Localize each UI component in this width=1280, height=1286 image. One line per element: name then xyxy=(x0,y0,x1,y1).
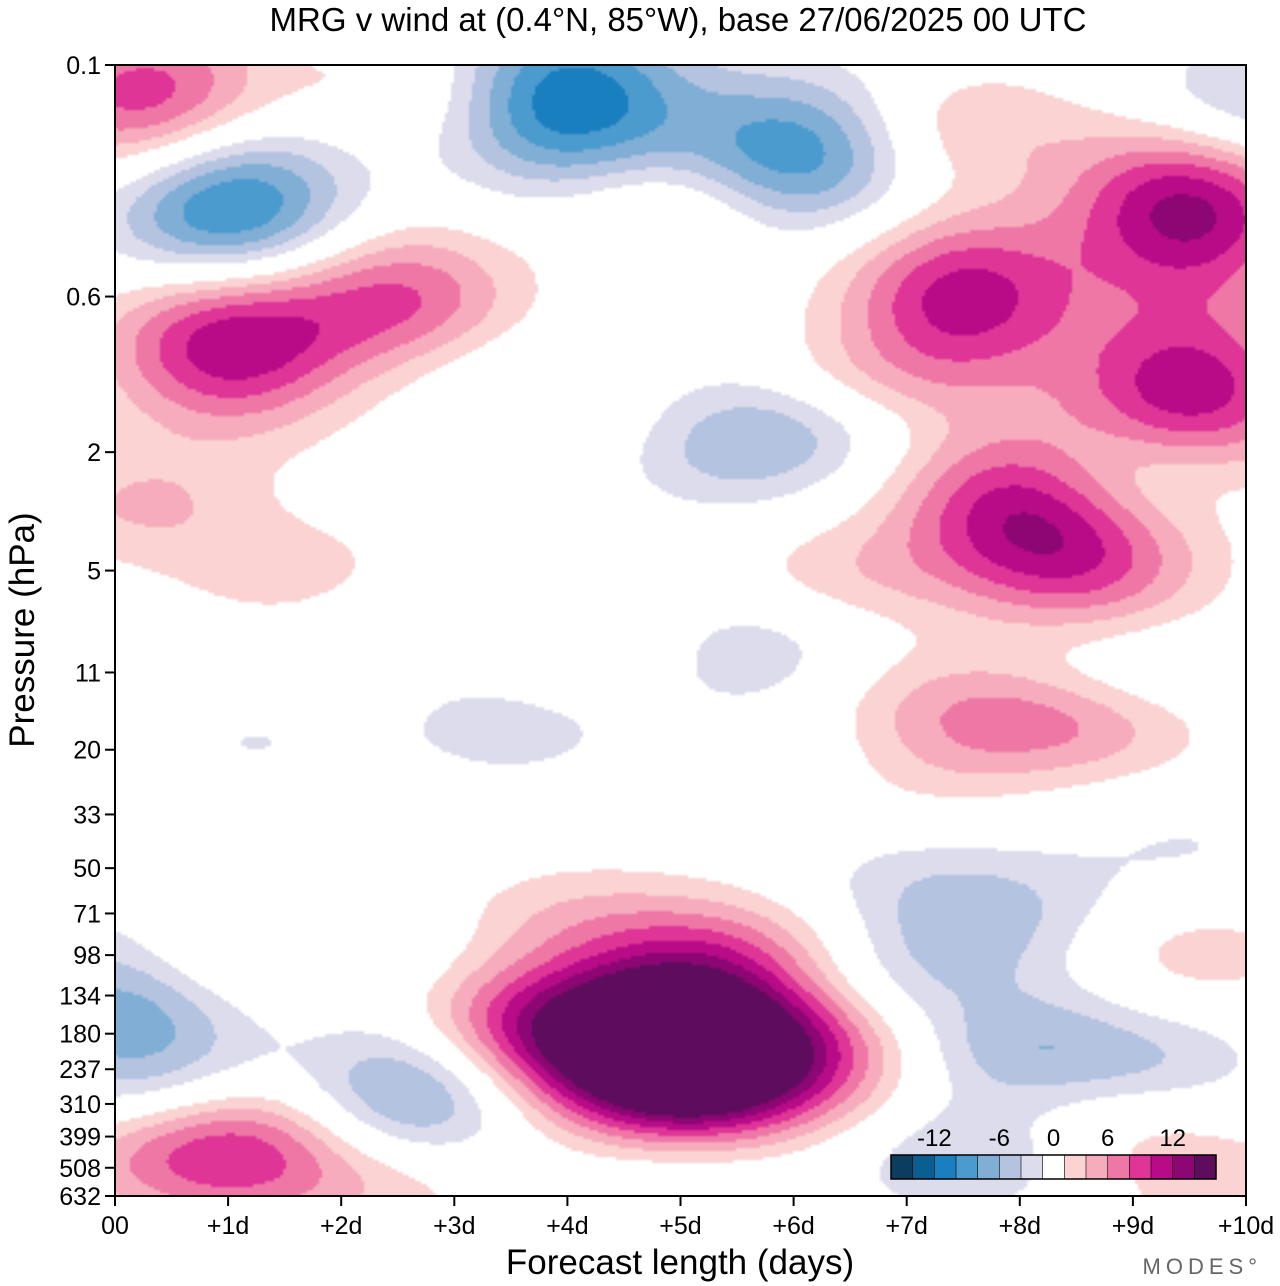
x-axis-label: Forecast length (days) xyxy=(506,1243,854,1282)
x-tick-label: +2d xyxy=(320,1212,362,1240)
colorbar-label: -12 xyxy=(917,1125,952,1152)
colorbar-swatch xyxy=(999,1155,1022,1179)
colorbar-label: -6 xyxy=(989,1125,1010,1152)
y-tick-label: 0.1 xyxy=(66,52,101,80)
y-tick-label: 134 xyxy=(59,983,101,1011)
colorbar-label: 12 xyxy=(1159,1125,1186,1152)
y-tick-label: 98 xyxy=(73,942,101,970)
y-tick-label: 11 xyxy=(75,659,101,687)
colorbar-swatch xyxy=(1194,1155,1217,1179)
y-tick-label: 20 xyxy=(73,737,101,765)
colorbar-label: 0 xyxy=(1047,1125,1060,1152)
y-tick-label: 2 xyxy=(87,439,101,467)
y-tick-label: 632 xyxy=(59,1183,101,1211)
y-tick-label: 508 xyxy=(59,1155,101,1183)
x-tick-label: +7d xyxy=(885,1212,927,1240)
colorbar-frame xyxy=(890,1154,1217,1180)
x-tick-label: +5d xyxy=(659,1212,701,1240)
colorbar-swatch xyxy=(977,1155,1000,1179)
x-tick-label: +4d xyxy=(546,1212,588,1240)
x-tick-label: +8d xyxy=(999,1212,1041,1240)
x-tick-label: +3d xyxy=(433,1212,475,1240)
x-axis: 00 +1d +2d +3d +4d +5d +6d +7d +8d +9d +10d xyxy=(101,1196,1274,1240)
y-tick-label: 237 xyxy=(59,1056,101,1084)
colorbar-swatch xyxy=(912,1155,935,1179)
x-tick-label: +9d xyxy=(1112,1212,1154,1240)
colorbar: -12 -6 0 6 12 xyxy=(890,1125,1217,1180)
contour-field xyxy=(115,65,1246,1196)
y-tick-label: 399 xyxy=(59,1124,101,1152)
x-tick-label: +6d xyxy=(772,1212,814,1240)
colorbar-swatch xyxy=(1064,1155,1087,1179)
colorbar-label: 6 xyxy=(1101,1125,1114,1152)
colorbar-swatch xyxy=(1021,1155,1044,1179)
colorbar-swatch xyxy=(934,1155,957,1179)
colorbar-swatch xyxy=(1042,1155,1065,1179)
colorbar-swatch xyxy=(891,1155,914,1179)
colorbar-swatch xyxy=(1086,1155,1109,1179)
y-axis: 0.1 0.6 2 5 11 20 33 50 71 98 134 180 237 310 399 50863… xyxy=(59,52,115,1211)
y-tick-label: 310 xyxy=(59,1091,101,1119)
y-axis-label: Pressure (hPa) xyxy=(3,512,42,747)
y-tick-label: 50 xyxy=(73,855,101,883)
x-tick-label: +1d xyxy=(207,1212,249,1240)
y-tick-label: 5 xyxy=(87,558,101,586)
plot-area xyxy=(114,64,1247,1197)
colorbar-swatch xyxy=(1172,1155,1195,1179)
y-tick-label: 0.6 xyxy=(66,284,101,312)
y-tick-label: 33 xyxy=(73,801,101,829)
modes-logo: MODES° xyxy=(1143,1254,1262,1279)
x-tick-label: +10d xyxy=(1218,1212,1274,1240)
colorbar-swatch xyxy=(1129,1155,1152,1179)
y-tick-label: 71 xyxy=(73,900,101,928)
colorbar-swatch xyxy=(1107,1155,1130,1179)
colorbar-swatch xyxy=(956,1155,979,1179)
y-tick-label: 180 xyxy=(59,1021,101,1049)
x-tick-label: 00 xyxy=(101,1212,129,1240)
chart-title: MRG v wind at (0.4°N, 85°W), base 27/06/… xyxy=(270,1,1087,38)
colorbar-swatch xyxy=(1151,1155,1174,1179)
